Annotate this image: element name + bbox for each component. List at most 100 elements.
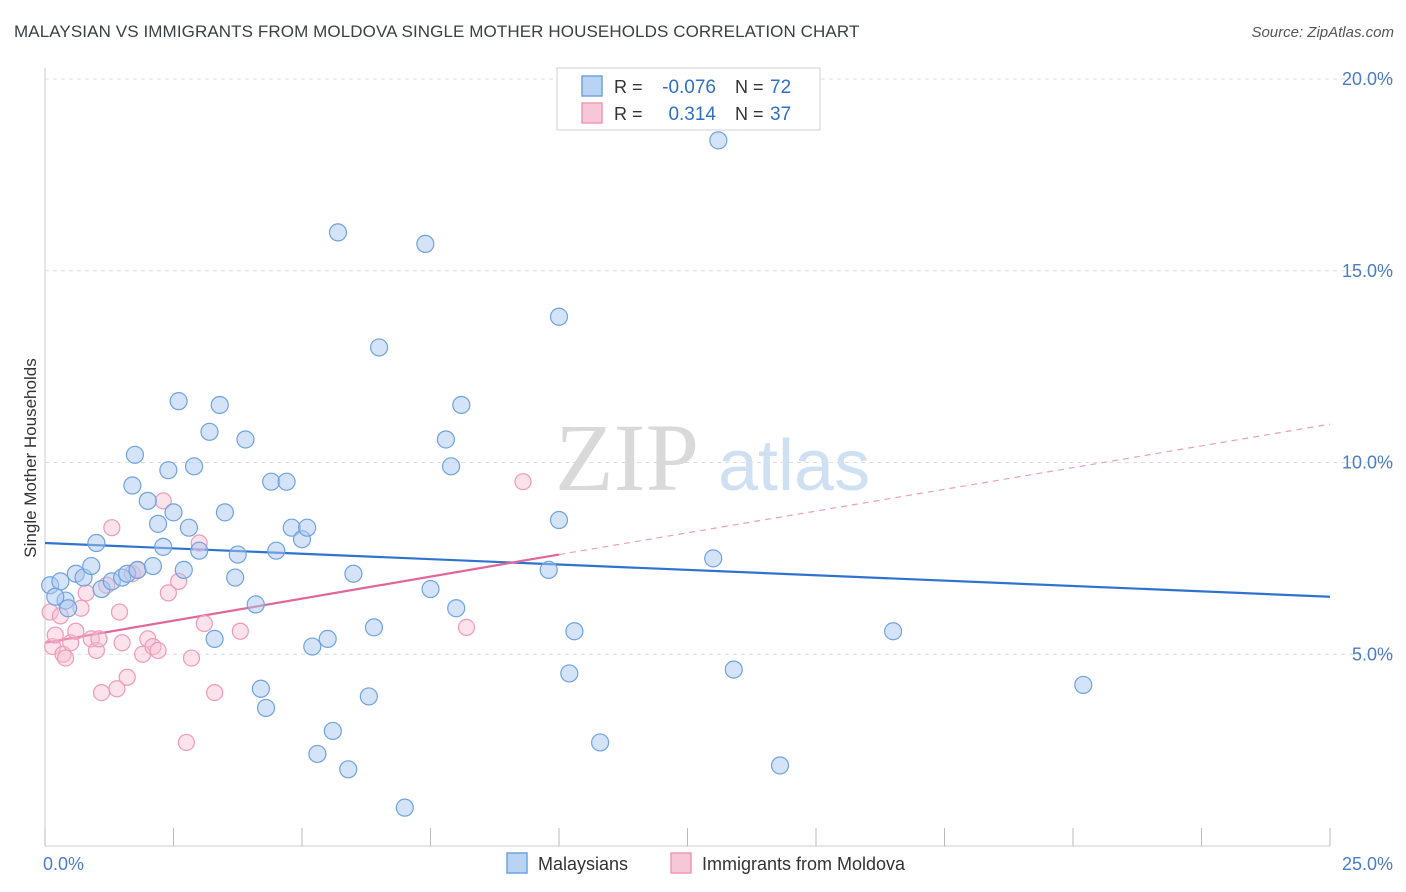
point-malaysians-69	[1074, 675, 1093, 695]
point-malaysians-48	[359, 687, 378, 706]
point-malaysians-41	[303, 637, 322, 656]
tick-labels: 5.0% 10.0% 15.0% 20.0% 0.0% 25.0%	[43, 69, 1393, 874]
point-moldova-15	[103, 519, 121, 537]
point-malaysians-12	[125, 445, 145, 464]
point-malaysians-16	[148, 514, 168, 533]
point-malaysians-17	[154, 537, 173, 556]
stats-legend: R = -0.076 N = 72 R = 0.314 N = 37	[556, 67, 821, 131]
point-malaysians-13	[128, 560, 147, 579]
legend-n-label-2: N =	[735, 104, 764, 124]
trend-line-moldova-extension	[558, 423, 1331, 556]
axes	[44, 68, 1331, 847]
x-tick-label-1: 25.0%	[1342, 854, 1393, 874]
point-moldova-29	[177, 733, 195, 752]
legend-swatch-moldova	[670, 852, 692, 874]
point-malaysians-44	[323, 721, 342, 741]
point-moldova-32	[195, 614, 213, 633]
point-malaysians-47	[344, 564, 363, 583]
point-malaysians-63	[591, 733, 610, 752]
legend-swatch-malaysians	[506, 852, 528, 874]
legend-r-label-2: R =	[614, 104, 643, 124]
point-malaysians-35	[262, 472, 281, 491]
point-malaysians-54	[436, 430, 456, 449]
series-legend: Malaysians Immigrants from Moldova	[506, 852, 906, 874]
point-malaysians-61	[560, 664, 579, 683]
point-malaysians-59	[549, 307, 569, 326]
point-malaysians-28	[215, 503, 234, 522]
y-tick-label-3: 20.0%	[1342, 69, 1393, 89]
point-malaysians-20	[169, 392, 188, 411]
point-malaysians-23	[184, 457, 204, 476]
series-malaysians-points	[41, 131, 1093, 817]
point-malaysians-65	[709, 131, 728, 150]
point-malaysians-46	[339, 760, 358, 779]
legend-swatch-pink	[581, 102, 603, 124]
legend-label-moldova: Immigrants from Moldova	[702, 854, 906, 874]
point-moldova-7	[67, 622, 85, 640]
point-malaysians-43	[318, 629, 337, 649]
point-malaysians-49	[364, 618, 384, 637]
watermark-atlas: atlas	[718, 426, 870, 506]
point-malaysians-37	[277, 472, 296, 491]
point-malaysians-15	[143, 556, 163, 576]
trend-lines	[44, 423, 1331, 644]
y-axis-label: Single Mother Households	[21, 358, 40, 557]
legend-r-label-1: R =	[614, 77, 643, 97]
point-malaysians-18	[159, 461, 178, 480]
point-moldova-2	[46, 626, 64, 644]
point-malaysians-5	[82, 556, 101, 576]
point-malaysians-11	[123, 476, 142, 495]
point-moldova-25	[149, 641, 167, 660]
point-moldova-18	[113, 634, 131, 652]
legend-n-value-1: 72	[770, 77, 791, 98]
point-moldova-13	[92, 683, 111, 702]
y-tick-label-2: 15.0%	[1342, 261, 1393, 281]
point-malaysians-25	[200, 422, 219, 441]
x-tick-label-0: 0.0%	[43, 854, 84, 874]
watermark-zip: ZIP	[555, 404, 699, 511]
point-malaysians-27	[210, 395, 229, 415]
legend-n-label-1: N =	[735, 77, 764, 97]
point-moldova-9	[77, 584, 95, 602]
point-malaysians-57	[452, 395, 471, 415]
point-moldova-5	[56, 649, 75, 667]
point-malaysians-34	[256, 698, 276, 718]
legend-label-malaysians: Malaysians	[538, 854, 628, 874]
chart-title: MALAYSIAN VS IMMIGRANTS FROM MOLDOVA SIN…	[14, 22, 860, 41]
point-malaysians-67	[770, 756, 790, 775]
point-malaysians-19	[164, 503, 183, 522]
point-malaysians-45	[328, 223, 348, 242]
trend-line-moldova	[44, 553, 560, 644]
legend-r-value-1: -0.076	[662, 77, 716, 98]
legend-swatch-blue	[581, 75, 603, 97]
point-moldova-30	[182, 649, 201, 667]
point-malaysians-60	[549, 510, 569, 530]
point-malaysians-6	[87, 533, 106, 553]
point-malaysians-66	[724, 660, 743, 679]
point-malaysians-58	[539, 560, 558, 579]
point-malaysians-26	[205, 629, 224, 649]
point-malaysians-29	[226, 568, 245, 587]
point-moldova-17	[110, 603, 129, 621]
point-moldova-27	[159, 584, 177, 602]
y-tick-label-1: 10.0%	[1342, 453, 1393, 473]
legend-r-value-2: 0.314	[668, 104, 716, 125]
point-malaysians-50	[370, 338, 389, 357]
point-malaysians-33	[251, 679, 270, 698]
point-malaysians-32	[246, 595, 265, 614]
point-malaysians-42	[308, 744, 327, 764]
point-malaysians-55	[441, 457, 461, 476]
legend-n-value-2: 37	[770, 104, 791, 125]
point-malaysians-56	[447, 599, 466, 618]
point-malaysians-51	[395, 798, 414, 817]
point-malaysians-64	[704, 549, 723, 568]
point-malaysians-53	[421, 579, 440, 599]
point-malaysians-24	[190, 541, 209, 560]
point-malaysians-30	[228, 545, 247, 564]
point-malaysians-21	[174, 560, 193, 579]
source-label: Source: ZipAtlas.com	[1251, 24, 1394, 41]
point-moldova-33	[206, 683, 224, 702]
point-moldova-34	[231, 622, 249, 640]
point-moldova-19	[118, 668, 136, 686]
